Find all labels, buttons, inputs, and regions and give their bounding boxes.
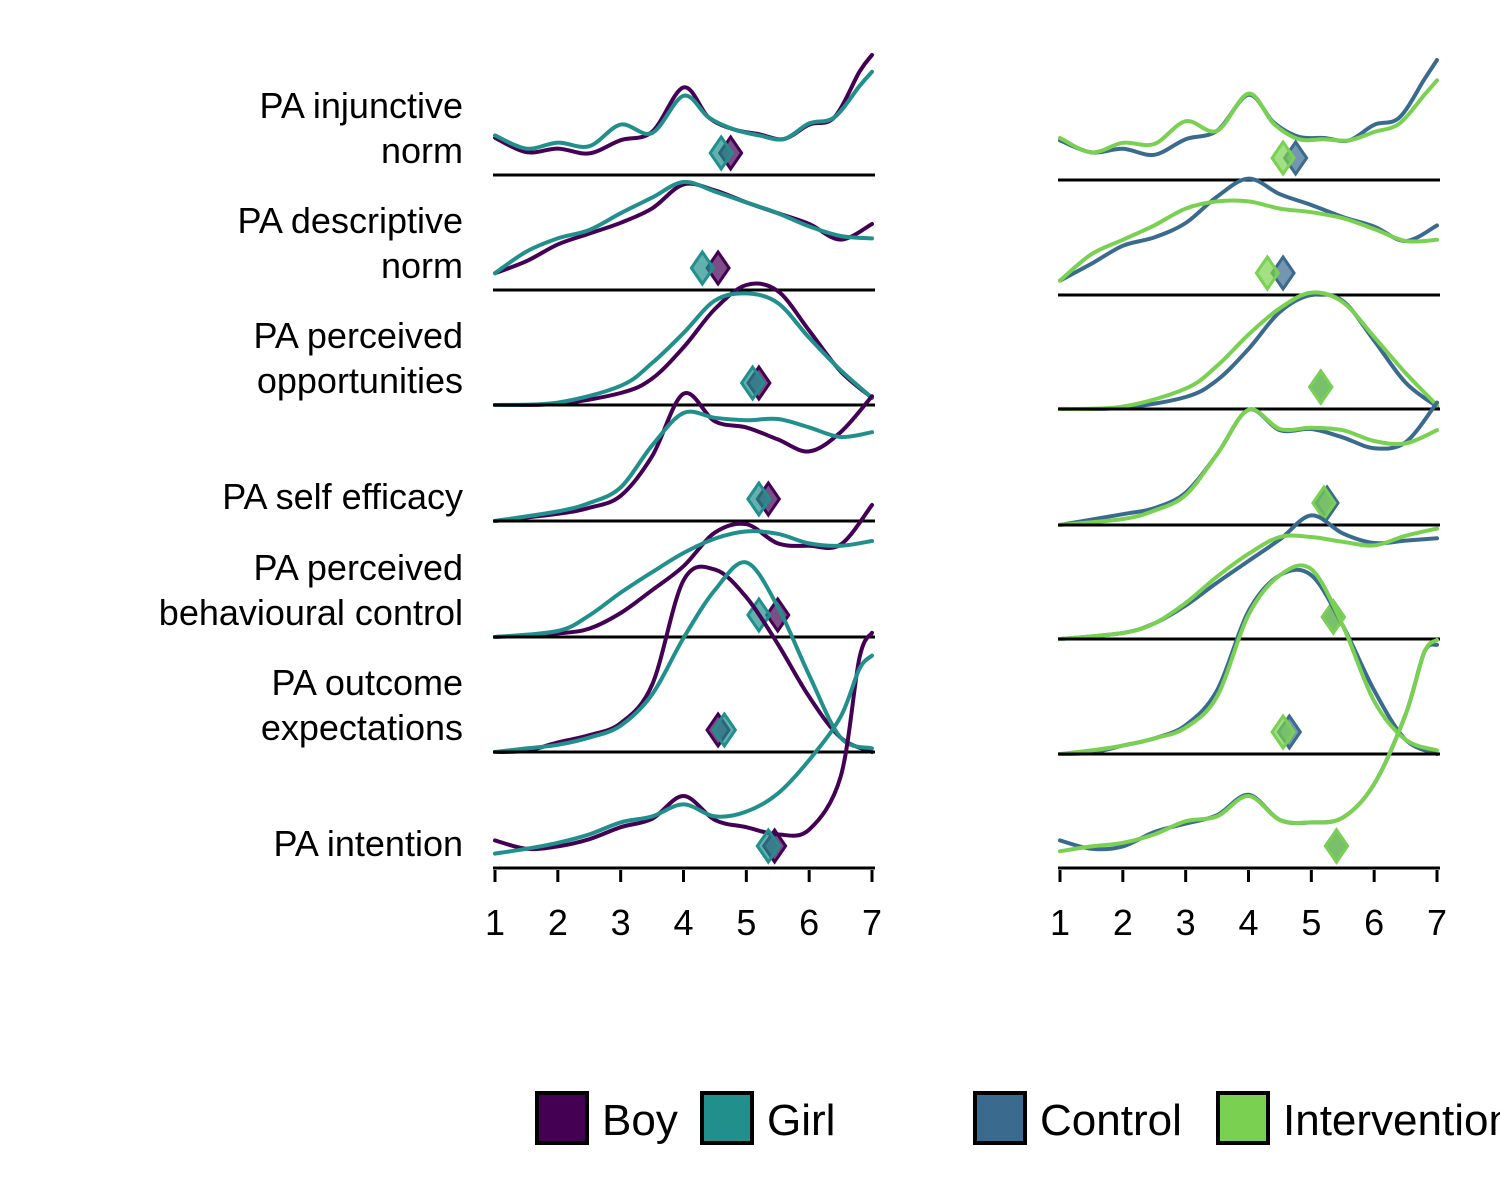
- row-label: expectations: [261, 707, 463, 748]
- density-curve-boy: [493, 281, 874, 408]
- density-curve-control: [1058, 400, 1439, 527]
- x-tick-label: 1: [485, 902, 505, 943]
- legend-swatch-boy: [535, 1091, 589, 1145]
- row-label: opportunities: [257, 360, 463, 401]
- row-label: PA outcome: [272, 662, 463, 703]
- mean-marker-girl: [739, 364, 766, 402]
- x-tick-label: 6: [1364, 902, 1384, 943]
- density-curve-control: [1058, 58, 1439, 158]
- x-tick-label: 4: [1238, 902, 1258, 943]
- density-curve-boy: [493, 630, 874, 852]
- legend-label-girl: Girl: [767, 1096, 835, 1145]
- density-curve-girl: [493, 653, 874, 856]
- mean-marker-intervention: [1320, 598, 1347, 636]
- density-curve-control: [1058, 567, 1439, 756]
- x-tick-label: 6: [799, 902, 819, 943]
- density-curve-intervention: [1058, 78, 1439, 155]
- density-curve-girl: [493, 179, 874, 276]
- x-tick-label: 3: [611, 902, 631, 943]
- density-curve-girl: [493, 409, 874, 523]
- density-curve-intervention: [1058, 563, 1439, 756]
- density-curve-girl: [493, 529, 874, 639]
- row-label: norm: [381, 245, 463, 286]
- row-label: norm: [381, 130, 463, 171]
- mean-marker-girl: [711, 711, 738, 749]
- x-tick-label: 7: [1427, 902, 1447, 943]
- panel-left: 1 2 3 4 5 6 7: [485, 53, 882, 943]
- density-curve-intervention: [1058, 407, 1439, 527]
- density-curve-boy: [493, 391, 874, 523]
- density-curve-intervention: [1058, 638, 1439, 854]
- mean-marker-boy: [764, 596, 791, 634]
- density-curve-intervention: [1058, 526, 1439, 641]
- x-tick-label: 5: [1301, 902, 1321, 943]
- density-curve-intervention: [1058, 290, 1439, 411]
- legend-swatch-girl: [700, 1091, 754, 1145]
- legend-swatch-intervention: [1216, 1091, 1270, 1145]
- mean-marker-girl: [746, 480, 772, 518]
- row-label: PA perceived: [254, 315, 463, 356]
- legend-label-control: Control: [1040, 1096, 1182, 1145]
- panel-right: 1 2 3 4 5 6 7: [1050, 58, 1447, 943]
- mean-marker-intervention: [1307, 368, 1334, 406]
- density-curve-control: [1058, 176, 1439, 283]
- legend-label-intervention: Intervention: [1283, 1096, 1500, 1145]
- legend-label-boy: Boy: [602, 1096, 678, 1145]
- row-label: behavioural control: [159, 592, 463, 633]
- x-tick-label: 7: [862, 902, 882, 943]
- row-label: PA perceived: [254, 547, 463, 588]
- x-tick-label: 2: [548, 902, 568, 943]
- legend-swatch-control: [973, 1091, 1027, 1145]
- mean-marker-intervention: [1323, 827, 1350, 865]
- mean-marker-girl: [689, 249, 716, 287]
- mean-marker-intervention: [1270, 139, 1296, 177]
- x-tick-label: 2: [1113, 902, 1133, 943]
- density-curve-intervention: [1058, 198, 1439, 283]
- legend: Boy Girl Control Intervention: [535, 1091, 1500, 1145]
- density-curve-boy: [493, 181, 874, 276]
- density-curve-control: [1058, 292, 1439, 412]
- row-label: PA self efficacy: [222, 476, 463, 517]
- density-curve-boy: [493, 564, 874, 754]
- mean-marker-intervention: [1270, 713, 1296, 751]
- density-curve-control: [1058, 513, 1439, 641]
- density-curve-boy: [493, 503, 874, 639]
- mean-marker-girl: [708, 134, 735, 172]
- row-label: PA intention: [274, 823, 463, 864]
- density-curve-girl: [493, 291, 874, 407]
- x-tick-label: 3: [1176, 902, 1196, 943]
- x-tick-label: 5: [736, 902, 756, 943]
- mean-marker-intervention: [1254, 254, 1281, 292]
- density-curve-girl: [493, 69, 874, 151]
- row-label: PA descriptive: [238, 200, 463, 241]
- mean-marker-girl: [755, 827, 782, 865]
- density-curve-girl: [493, 560, 874, 754]
- row-label: PA injunctive: [260, 85, 463, 126]
- x-tick-label: 4: [673, 902, 693, 943]
- x-tick-label: 1: [1050, 902, 1070, 943]
- density-curve-boy: [493, 53, 874, 156]
